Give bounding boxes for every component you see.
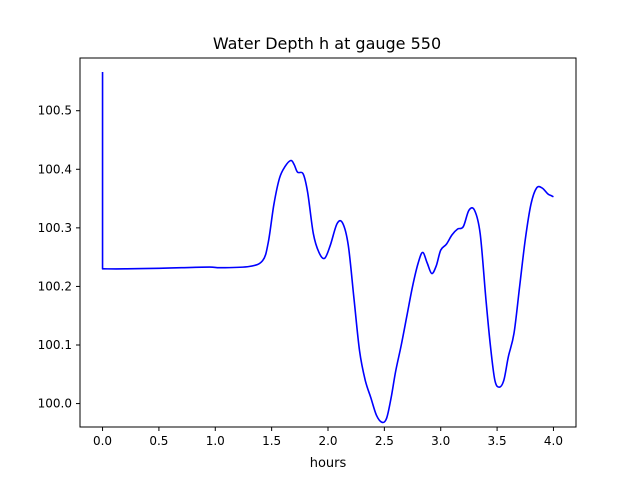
y-axis: 100.0 100.1 100.2 100.3 100.4 100.5 [38,104,80,411]
chart-title: Water Depth h at gauge 550 [213,34,441,53]
y-tick-label: 100.2 [38,279,72,293]
x-tick-label: 0.0 [93,434,112,448]
x-tick-label: 2.5 [375,434,394,448]
plot-frame [79,57,577,428]
plot-data [101,72,554,424]
y-tick-label: 100.5 [38,104,72,118]
x-tick-label: 2.0 [318,434,337,448]
series-line [101,72,554,424]
y-tick-label: 100.3 [38,221,72,235]
y-tick-label: 100.1 [38,338,72,352]
x-tick-label: 1.0 [206,434,225,448]
x-tick-label: 4.0 [544,434,563,448]
y-tick-label: 100.0 [38,397,72,411]
y-tick-label: 100.4 [38,162,72,176]
x-axis-label: hours [310,456,347,471]
x-tick-label: 1.5 [262,434,281,448]
x-tick-label: 3.5 [488,434,507,448]
x-axis: 0.0 0.5 1.0 1.5 2.0 2.5 3.0 3.5 4.0 [93,427,563,448]
x-tick-label: 3.0 [431,434,450,448]
x-tick-label: 0.5 [149,434,168,448]
